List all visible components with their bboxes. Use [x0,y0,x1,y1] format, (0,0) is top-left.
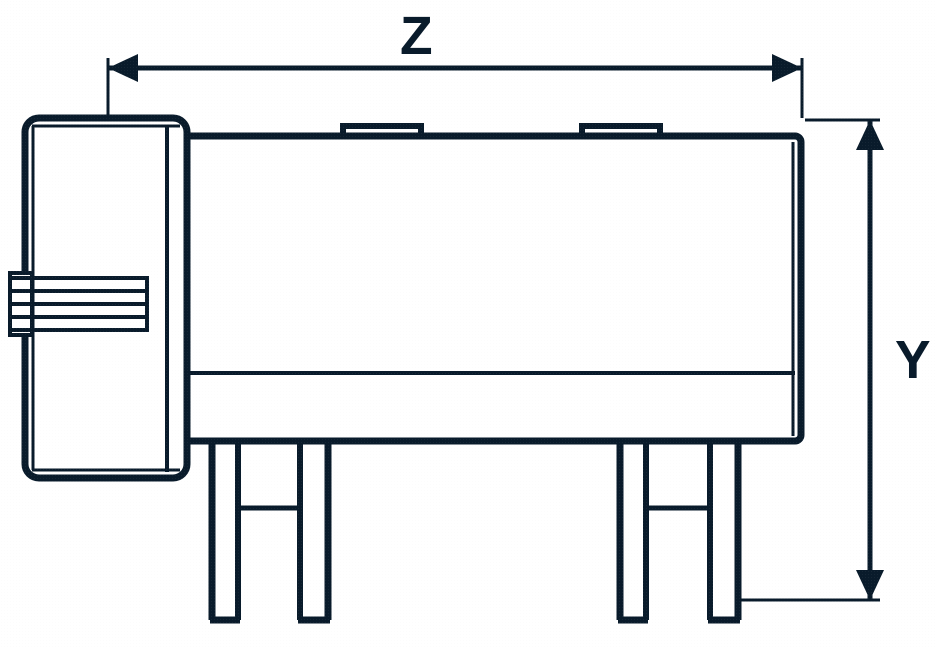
dimension-z [108,54,802,118]
leg-right [618,441,740,620]
left-end-block [10,118,187,478]
dim-label-z: Z [400,6,433,67]
technical-drawing [0,0,935,647]
dim-label-y: Y [895,330,931,391]
main-body [183,136,801,441]
legs [210,441,740,620]
dimension-y [740,120,884,600]
leg-left [210,441,330,620]
